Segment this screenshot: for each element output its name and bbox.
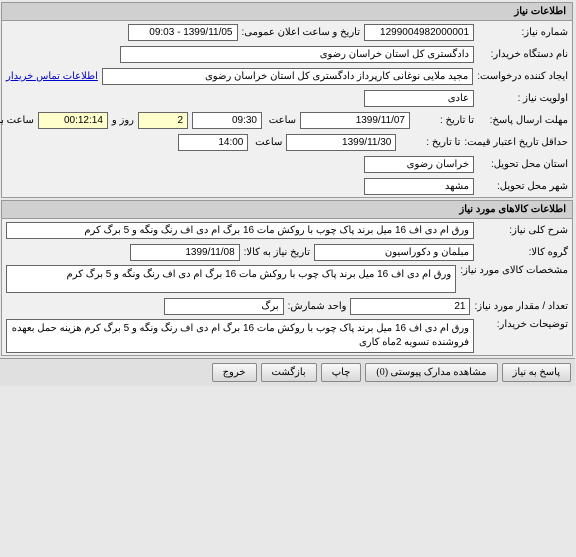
time-label-1: ساعت [267, 115, 297, 126]
validity-to-label: تا تاریخ : [401, 137, 461, 148]
need-date-label: تاریخ نیاز به کالا: [245, 247, 311, 258]
group-label: گروه کالا: [479, 247, 569, 258]
row-spec: مشخصات کالای مورد نیاز: ورق ام دی اف 16 … [3, 263, 573, 295]
requester-value: مجید ملایی نوغانی کارپرداز دادگستری کل ا… [103, 68, 474, 85]
need-info-section: اطلاعات نیاز شماره نیاز: 129900498200000… [2, 2, 574, 198]
button-bar: پاسخ به نیاز مشاهده مدارک پیوستی (0) چاپ… [0, 358, 576, 386]
row-city: شهر محل تحویل: مشهد [3, 175, 573, 197]
row-need-number: شماره نیاز: 1299004982000001 تاریخ و ساع… [3, 21, 573, 43]
validity-date-value: 1399/11/30 [287, 134, 397, 151]
desc-value: ورق ام دی اف 16 میل برند پاک چوب با روکش… [7, 222, 475, 239]
public-announce-label: تاریخ و ساعت اعلان عمومی: [243, 27, 362, 38]
time-label-2: ساعت [253, 137, 283, 148]
back-button[interactable]: بازگشت [262, 363, 318, 382]
remain-label: ساعت باقی مانده [0, 115, 35, 126]
buyer-org-label: نام دستگاه خریدار: [479, 49, 569, 60]
reply-button[interactable]: پاسخ به نیاز [503, 363, 573, 382]
notes-label: توضیحات خریدار: [479, 319, 569, 330]
city-value: مشهد [365, 178, 475, 195]
row-group: گروه کالا: مبلمان و دکوراسیون تاریخ نیاز… [3, 241, 573, 263]
need-info-header: اطلاعات نیاز [3, 3, 573, 21]
print-button[interactable]: چاپ [322, 363, 363, 382]
row-qty: تعداد / مقدار مورد نیاز: 21 واحد شمارش: … [3, 295, 573, 317]
need-number-value: 1299004982000001 [365, 24, 475, 41]
spec-label: مشخصات کالای مورد نیاز: [461, 265, 569, 276]
hours-remain-value: 00:12:14 [39, 112, 109, 129]
row-reply-deadline: مهلت ارسال پاسخ: تا تاریخ : 1399/11/07 س… [3, 109, 573, 131]
row-province: استان محل تحویل: خراسان رضوی [3, 153, 573, 175]
province-value: خراسان رضوی [365, 156, 475, 173]
row-priority: اولویت نیاز : عادی [3, 87, 573, 109]
province-label: استان محل تحویل: [479, 159, 569, 170]
qty-label: تعداد / مقدار مورد نیاز: [475, 301, 569, 312]
row-notes: توضیحات خریدار: ورق ام دی اف 16 میل برند… [3, 317, 573, 355]
validity-label: حداقل تاریخ اعتبار قیمت: [465, 137, 569, 148]
goods-info-header: اطلاعات کالاهای مورد نیاز [3, 201, 573, 219]
buyer-org-value: دادگستری کل استان خراسان رضوی [121, 46, 475, 63]
row-requester: ایجاد کننده درخواست: مجید ملایی نوغانی ک… [3, 65, 573, 87]
row-desc: شرح کلی نیاز: ورق ام دی اف 16 میل برند پ… [3, 219, 573, 241]
notes-value: ورق ام دی اف 16 میل برند پاک چوب با روکش… [7, 319, 475, 353]
priority-value: عادی [365, 90, 475, 107]
reply-deadline-label: مهلت ارسال پاسخ: [479, 115, 569, 126]
need-number-label: شماره نیاز: [479, 27, 569, 38]
days-remain-value: 2 [139, 112, 189, 129]
spec-value: ورق ام دی اف 16 میل برند پاک چوب با روکش… [7, 265, 457, 293]
desc-label: شرح کلی نیاز: [479, 225, 569, 236]
priority-label: اولویت نیاز : [479, 93, 569, 104]
public-announce-value: 1399/11/05 - 09:03 [129, 24, 239, 41]
goods-info-section: اطلاعات کالاهای مورد نیاز شرح کلی نیاز: … [2, 200, 574, 356]
reply-date-value: 1399/11/07 [301, 112, 411, 129]
reply-time-value: 09:30 [193, 112, 263, 129]
attachments-button[interactable]: مشاهده مدارک پیوستی (0) [366, 363, 498, 382]
to-date-label: تا تاریخ : [415, 115, 475, 126]
qty-value: 21 [351, 298, 471, 315]
days-label: روز و [113, 115, 135, 126]
requester-label: ایجاد کننده درخواست: [478, 71, 569, 82]
validity-time-value: 14:00 [179, 134, 249, 151]
city-label: شهر محل تحویل: [479, 181, 569, 192]
contact-link[interactable]: اطلاعات تماس خریدار [7, 71, 99, 82]
row-buyer-org: نام دستگاه خریدار: دادگستری کل استان خرا… [3, 43, 573, 65]
need-date-value: 1399/11/08 [131, 244, 241, 261]
group-value: مبلمان و دکوراسیون [315, 244, 475, 261]
unit-label: واحد شمارش: [289, 301, 348, 312]
exit-button[interactable]: خروج [213, 363, 258, 382]
row-validity: حداقل تاریخ اعتبار قیمت: تا تاریخ : 1399… [3, 131, 573, 153]
unit-value: برگ [165, 298, 285, 315]
